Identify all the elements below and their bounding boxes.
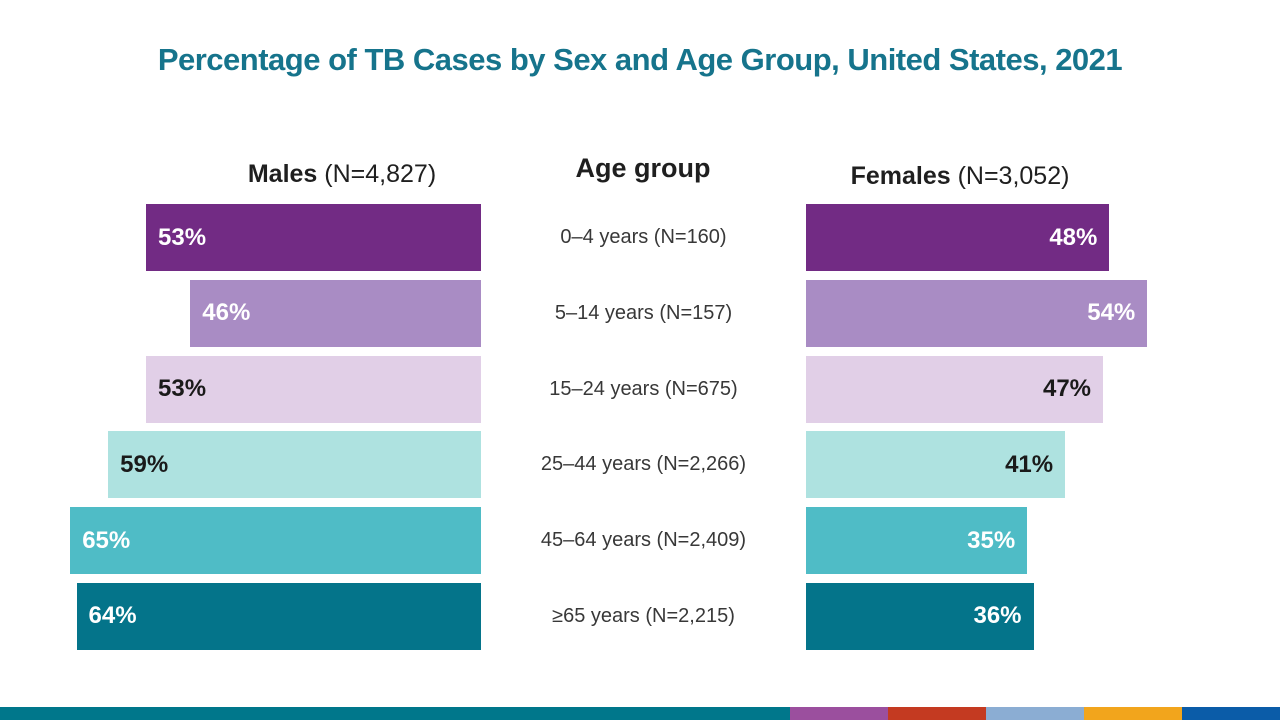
male-bar-cell: 46% [66, 279, 481, 347]
female-bar-cell: 36% [806, 582, 1221, 650]
male-bar-cell: 65% [66, 507, 481, 575]
female-bar-value: 35% [967, 526, 1016, 554]
female-bar-cell: 54% [806, 279, 1221, 347]
female-bar: 47% [806, 355, 1104, 423]
female-bar: 54% [806, 279, 1148, 347]
male-bar-value: 64% [88, 602, 137, 630]
male-bar-value: 65% [82, 526, 131, 554]
female-bar: 48% [806, 204, 1110, 271]
males-header-n: (N=4,827) [317, 160, 437, 188]
female-bar-value: 48% [1049, 223, 1098, 251]
footer-accent-segment [888, 707, 986, 720]
female-bar: 35% [806, 507, 1028, 575]
chart-row: 65% 45–64 years (N=2,409) 35% [66, 507, 1221, 575]
age-group-label: 45–64 years (N=2,409) [540, 529, 747, 552]
female-bar: 41% [806, 431, 1066, 499]
females-header-label: Females [850, 162, 951, 190]
age-group-label: ≥65 years (N=2,215) [552, 604, 735, 627]
chart-row: 64% ≥65 years (N=2,215) 36% [66, 582, 1221, 650]
footer-accent-segment [1182, 707, 1280, 720]
footer-accent-segment [986, 707, 1084, 720]
female-bar-cell: 48% [806, 204, 1221, 271]
male-bar: 65% [70, 507, 481, 575]
chart-row: 53% 15–24 years (N=675) 47% [66, 355, 1221, 423]
male-bar-value: 53% [158, 223, 207, 251]
male-bar-cell: 64% [66, 582, 481, 650]
footer-main-strip [0, 707, 790, 720]
male-bar: 46% [190, 279, 481, 347]
female-bar-cell: 47% [806, 355, 1221, 423]
female-bar-value: 36% [973, 602, 1022, 630]
chart-title: Percentage of TB Cases by Sex and Age Gr… [157, 42, 1123, 77]
female-bar-value: 54% [1087, 299, 1136, 327]
male-bar-cell: 53% [66, 355, 481, 423]
males-header-label: Males [247, 160, 318, 188]
chart-row: 53% 0–4 years (N=160) 48% [66, 204, 1221, 271]
age-group-label: 25–44 years (N=2,266) [540, 453, 747, 476]
female-bar-value: 47% [1042, 375, 1092, 403]
age-group-column-header: Age group [575, 153, 711, 183]
females-header-n: (N=3,052) [950, 162, 1070, 190]
age-group-label: 0–4 years (N=160) [560, 226, 727, 248]
footer-accent-segment [1084, 707, 1182, 720]
chart-row: 46% 5–14 years (N=157) 54% [66, 279, 1221, 347]
footer-accent-segment [790, 707, 888, 720]
age-group-label: 15–24 years (N=675) [549, 377, 738, 400]
female-bar-cell: 35% [806, 507, 1221, 575]
chart-row: 59% 25–44 years (N=2,266) 41% [66, 431, 1221, 499]
chart-body: 53% 0–4 years (N=160) 48% 46% 5–14 years (N=… [66, 204, 1221, 650]
males-column-header: Males (N=4,827) [150, 160, 534, 189]
male-bar-cell: 53% [66, 204, 481, 271]
male-bar: 53% [146, 355, 481, 423]
male-bar-value: 53% [158, 375, 207, 403]
footer-accent-bar [0, 707, 1280, 720]
female-bar-cell: 41% [806, 431, 1221, 499]
female-bar: 36% [806, 582, 1034, 650]
age-group-label: 5–14 years (N=157) [554, 301, 733, 324]
female-bar-value: 41% [1005, 450, 1054, 478]
females-column-header: Females (N=3,052) [768, 162, 1152, 191]
male-bar-value: 59% [120, 450, 169, 478]
male-bar: 64% [76, 582, 481, 650]
male-bar: 59% [108, 431, 481, 499]
male-bar-value: 46% [202, 299, 251, 327]
male-bar: 53% [146, 204, 481, 271]
male-bar-cell: 59% [66, 431, 481, 499]
